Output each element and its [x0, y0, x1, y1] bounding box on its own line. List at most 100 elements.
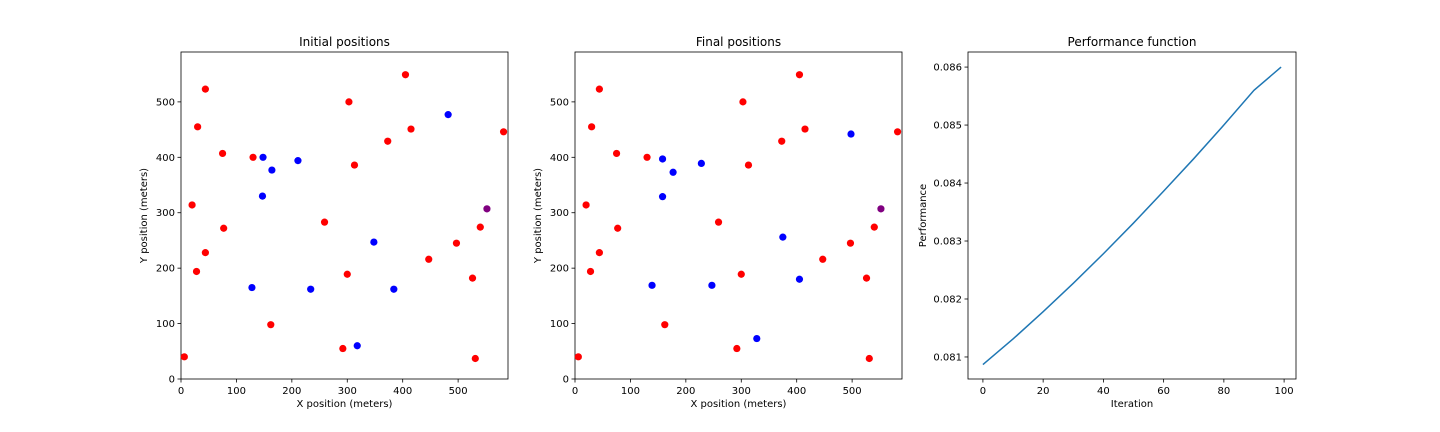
chart-title: Performance function	[1068, 35, 1197, 49]
scatter-point	[401, 71, 410, 79]
x-axis-label: X position (meters)	[297, 399, 393, 410]
x-axis-label: X position (meters)	[691, 399, 787, 410]
x-tick-label: 0	[178, 386, 184, 397]
scatter-point	[320, 218, 329, 226]
scatter-point	[370, 238, 378, 246]
scatter-point	[669, 168, 677, 176]
y-tick-label: 300	[156, 208, 175, 219]
scatter-point	[697, 159, 705, 168]
scatter-point	[612, 149, 621, 158]
scatter-point	[188, 201, 196, 209]
axes-frame	[967, 51, 1297, 380]
scatter-point	[483, 205, 491, 213]
y-tick-label: 400	[156, 153, 175, 164]
scatter-point	[267, 321, 275, 329]
scatter-point	[846, 239, 855, 247]
scatter-point	[847, 130, 855, 138]
scatter-point	[893, 128, 902, 136]
scatter-point	[708, 281, 716, 289]
y-tick-label: 400	[550, 153, 569, 164]
x-tick-label: 300	[338, 386, 357, 397]
scatter-point	[614, 224, 622, 232]
scatter-point	[201, 249, 209, 257]
x-axis-label: Iteration	[1111, 399, 1153, 410]
scatter-point	[574, 353, 582, 361]
scatter-point	[476, 223, 484, 231]
scatter-point	[801, 125, 809, 133]
series-line	[982, 66, 1282, 366]
x-tick-label: 400	[393, 386, 412, 397]
y-tick-label: 0.086	[933, 63, 962, 74]
scatter-point	[586, 267, 595, 276]
scatter-point	[307, 285, 315, 293]
y-tick-label: 500	[550, 97, 569, 108]
scatter-point	[350, 161, 359, 169]
y-tick-label: 0.082	[933, 294, 962, 305]
x-tick-label: 100	[1275, 386, 1294, 397]
scatter-point	[339, 344, 347, 353]
scatter-point	[744, 161, 753, 169]
scatter-point	[643, 153, 651, 161]
scatter-point	[819, 255, 827, 263]
axes-frame	[574, 51, 903, 380]
y-tick-label: 0	[563, 375, 569, 386]
y-tick-label: 300	[550, 208, 569, 219]
scatter-point	[499, 128, 508, 136]
y-tick-label: 0.081	[933, 352, 962, 363]
x-tick-label: 500	[843, 386, 862, 397]
scatter-point	[595, 85, 603, 93]
scatter-point	[595, 249, 603, 257]
x-tick-label: 500	[449, 386, 468, 397]
y-tick-label: 200	[550, 264, 569, 275]
subplot-2: 0 100 200 300 400 500 0 100 200 300 400 500 Final po…	[533, 35, 903, 410]
scatter-point	[353, 342, 361, 350]
y-tick-label: 500	[156, 97, 175, 108]
scatter-point	[865, 354, 873, 363]
scatter-point	[795, 71, 804, 79]
scatter-point	[468, 274, 477, 282]
scatter-point	[582, 201, 590, 209]
scatter-point	[862, 274, 871, 282]
scatter-point	[452, 239, 461, 247]
scatter-point	[294, 157, 302, 165]
scatter-point	[345, 98, 353, 106]
y-tick-label: 200	[156, 264, 175, 275]
scatter-point	[714, 218, 723, 226]
scatter-point	[259, 153, 267, 161]
scatter-point	[648, 281, 656, 289]
scatter-point	[218, 149, 227, 158]
scatter-point	[268, 166, 276, 174]
y-tick-label: 0.084	[933, 179, 962, 190]
scatter-point	[870, 223, 878, 231]
scatter-point	[384, 137, 392, 145]
scatter-point	[249, 153, 257, 161]
scatter-point	[733, 344, 741, 353]
x-tick-label: 300	[732, 386, 751, 397]
scatter-point	[795, 275, 804, 283]
y-tick-label: 100	[550, 319, 569, 330]
y-axis-label: Y position (meters)	[533, 168, 544, 264]
x-tick-label: 200	[676, 386, 695, 397]
y-tick-label: 0	[169, 375, 175, 386]
scatter-point	[471, 354, 479, 363]
scatter-point	[753, 334, 761, 343]
x-tick-label: 400	[787, 386, 806, 397]
scatter-point	[658, 193, 667, 201]
y-tick-label: 100	[156, 319, 175, 330]
axes-frame	[180, 51, 509, 380]
x-tick-label: 80	[1217, 386, 1230, 397]
chart-title: Initial positions	[299, 35, 390, 49]
scatter-point	[425, 255, 433, 263]
scatter-point	[343, 270, 351, 278]
scatter-point	[192, 267, 201, 276]
scatter-point	[407, 125, 415, 133]
x-tick-label: 40	[1097, 386, 1110, 397]
scatter-point	[779, 233, 787, 241]
x-tick-label: 0	[572, 386, 578, 397]
scatter-point	[778, 137, 786, 145]
subplot-3: 0 20 40 60 80 100 0.081 0.082 0.083 0.084 0.085 0.0…	[918, 35, 1297, 410]
scatter-point	[444, 111, 452, 119]
scatter-point	[739, 98, 747, 106]
x-tick-label: 0	[980, 386, 986, 397]
y-axis-label: Performance	[918, 184, 929, 247]
